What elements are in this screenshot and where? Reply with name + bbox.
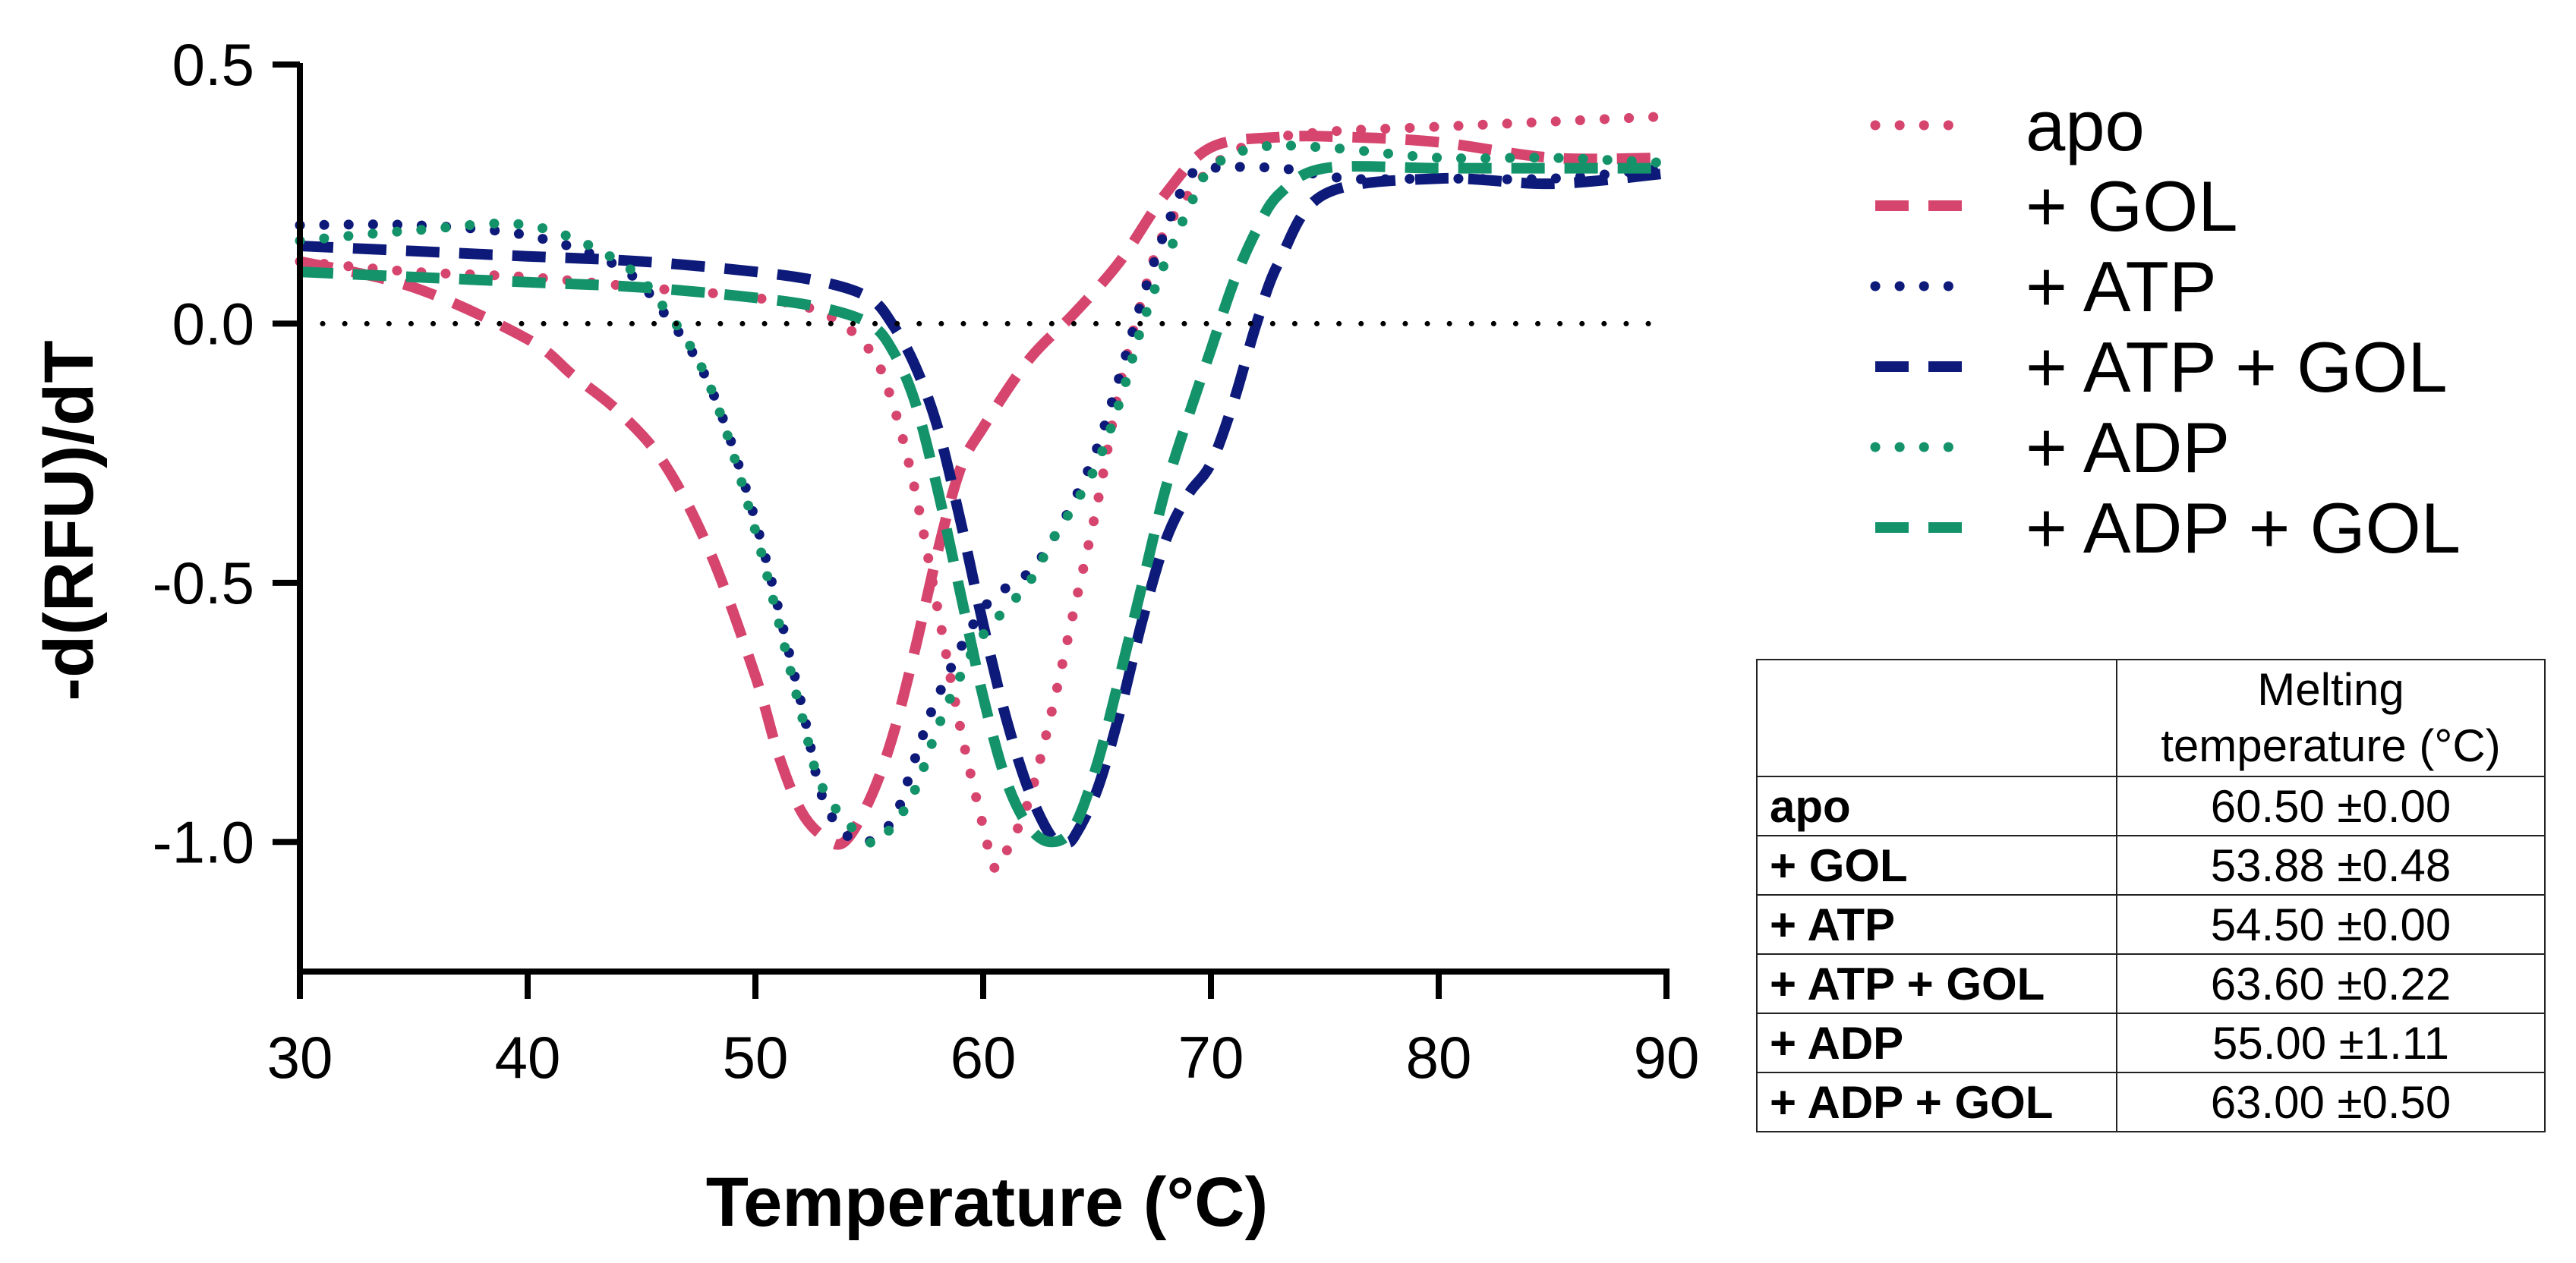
table-cell-value: 60.50 ±0.00 [2116,776,2546,836]
legend-label-plus-atp: + ATP [2026,247,2217,326]
table-row: + GOL 53.88 ±0.48 [1756,835,2546,896]
table-header-blank [1756,659,2117,777]
series-line-apo [295,111,1672,874]
table-cell-label: + ATP [1756,894,2117,955]
y-tick-label: -1.0 [153,808,254,875]
y-tick-label: -0.5 [153,550,254,616]
melting-temperature-table: Melting temperature (°C) apo 60.50 ±0.00 … [1756,659,2546,1132]
table-cell-value: 63.00 ±0.50 [2116,1072,2546,1132]
table-cell-label: + ADP + GOL [1756,1072,2117,1132]
table-row: + ATP + GOL 63.60 ±0.22 [1756,953,2546,1014]
axes-group: 0.5 0.0 -0.5 -1.0 30 40 50 60 70 80 90 [153,31,1700,1091]
table-cell-value: 63.60 ±0.22 [2116,953,2546,1014]
table-cell-label: + ATP + GOL [1756,953,2117,1014]
y-axis-title: -d(RFU)/dT [30,340,108,701]
table-header-row: Melting temperature (°C) [1756,659,2546,777]
plot-series-group [295,111,1672,874]
table-row: + ADP + GOL 63.00 ±0.50 [1756,1072,2546,1132]
legend-label-apo: apo [2026,86,2145,165]
x-tick-label: 70 [1178,1024,1244,1091]
x-tick-label: 90 [1634,1024,1700,1091]
x-tick-label: 80 [1406,1024,1472,1091]
table-cell-label: + GOL [1756,835,2117,896]
table-cell-value: 55.00 ±1.11 [2116,1013,2546,1073]
table-row: + ADP 55.00 ±1.11 [1756,1013,2546,1073]
series-line-plus-adp-plus-gol [299,161,1666,848]
x-tick-label: 30 [267,1024,333,1091]
x-tick-label: 40 [495,1024,561,1091]
table-row: + ATP 54.50 ±0.00 [1756,894,2546,955]
x-axis-title: Temperature (°C) [706,1164,1269,1241]
table-cell-value: 53.88 ±0.48 [2116,835,2546,896]
legend-label-plus-adp-plus-gol: + ADP + GOL [2026,488,2461,568]
legend-label-plus-atp-plus-gol: + ATP + GOL [2026,327,2448,407]
table-row: apo 60.50 ±0.00 [1756,776,2546,836]
table-cell-label: + ADP [1756,1013,2117,1073]
legend: apo+ GOL+ ATP+ ATP + GOL+ ADP+ ADP + GOL [1870,86,2461,568]
legend-label-plus-gol: + GOL [2026,166,2238,246]
y-tick-label: 0.0 [172,290,254,357]
x-tick-label: 50 [723,1024,789,1091]
series-line-plus-adp [295,140,1672,849]
table-cell-value: 54.50 ±0.00 [2116,894,2546,955]
table-header-melting-temp: Melting temperature (°C) [2116,659,2546,777]
x-tick-label: 60 [951,1024,1017,1091]
table-cell-label: apo [1756,776,2117,836]
series-line-plus-atp [295,162,1672,848]
legend-label-plus-adp: + ADP [2026,408,2230,487]
series-line-plus-atp-plus-gol [299,168,1667,849]
series-line-plus-gol [298,131,1667,850]
y-tick-label: 0.5 [172,31,254,98]
